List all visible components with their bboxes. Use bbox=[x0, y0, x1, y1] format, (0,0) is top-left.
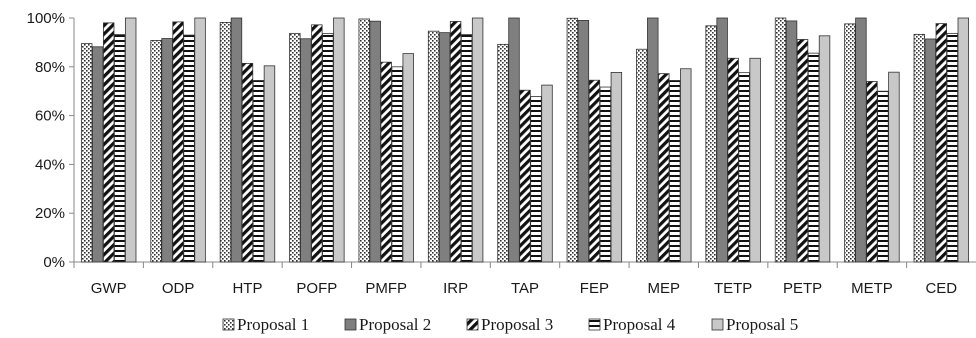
bar-proposal-1-pofp bbox=[289, 32, 301, 263]
bar-proposal-3-mep bbox=[658, 73, 670, 263]
legend-swatch-1 bbox=[222, 318, 235, 331]
bar-proposal-2-ced bbox=[924, 38, 937, 263]
bar-proposal-3-htp bbox=[241, 62, 254, 263]
bar-proposal-2-odp bbox=[161, 38, 173, 263]
bar-proposal-2-tetp bbox=[716, 17, 728, 263]
legend-label-5: Proposal 5 bbox=[726, 315, 798, 334]
bar-proposal-1-odp bbox=[150, 40, 162, 263]
bar-proposal-4-htp bbox=[252, 80, 265, 263]
bar-proposal-1-irp bbox=[427, 30, 440, 263]
bar-proposal-4-tetp bbox=[738, 72, 750, 263]
y-tick-label: 80% bbox=[35, 59, 65, 76]
legend-swatch-3 bbox=[466, 318, 479, 331]
bar-proposal-3-gwp bbox=[102, 22, 115, 263]
y-tick-label: 60% bbox=[35, 108, 65, 125]
bar-proposal-5-tetp bbox=[749, 57, 761, 263]
bar-proposal-2-pmfp bbox=[369, 20, 381, 263]
x-tick-label: GWP bbox=[91, 280, 127, 297]
x-tick-label: IRP bbox=[443, 280, 468, 297]
bar-proposal-4-pmfp bbox=[391, 66, 403, 263]
legend: Proposal 1 Proposal 2 Proposal 3 Proposal 4… bbox=[222, 315, 798, 334]
bar-proposal-3-petp bbox=[796, 39, 809, 263]
x-tick-label: POFP bbox=[296, 280, 337, 297]
bar-proposal-5-irp bbox=[471, 17, 484, 263]
bar-proposal-2-metp bbox=[855, 17, 867, 263]
bar-proposal-5-gwp bbox=[124, 17, 137, 263]
legend-swatch-4 bbox=[588, 318, 601, 331]
x-tick-label: MEP bbox=[648, 280, 681, 297]
x-tick-label: ODP bbox=[162, 280, 195, 297]
bar-proposal-1-mep bbox=[636, 48, 648, 263]
bar-proposal-4-fep bbox=[599, 86, 612, 263]
x-tick-label: METP bbox=[851, 280, 893, 297]
legend-swatch-2 bbox=[344, 318, 357, 331]
bar-proposal-1-petp bbox=[774, 17, 787, 263]
y-tick-label: 0% bbox=[43, 254, 65, 271]
bar-proposal-2-tap bbox=[508, 17, 520, 263]
bar-proposal-3-pmfp bbox=[380, 61, 392, 263]
bar-proposal-3-odp bbox=[172, 21, 184, 263]
bar-proposal-1-tap bbox=[497, 43, 509, 263]
legend-label-3: Proposal 3 bbox=[481, 315, 553, 334]
bar-proposal-5-pofp bbox=[333, 17, 345, 263]
bar-proposal-2-irp bbox=[438, 32, 451, 263]
bar-proposal-3-tetp bbox=[727, 57, 739, 263]
bar-proposal-4-gwp bbox=[113, 34, 126, 263]
bar-proposal-4-irp bbox=[460, 34, 473, 263]
x-tick-label: PETP bbox=[783, 280, 822, 297]
bar-proposal-5-metp bbox=[888, 71, 900, 263]
bar-proposal-3-metp bbox=[866, 81, 878, 263]
bar-proposal-3-tap bbox=[519, 89, 531, 263]
x-tick-label: TETP bbox=[714, 280, 752, 297]
bar-proposal-2-pofp bbox=[300, 38, 312, 263]
bar-proposal-4-ced bbox=[946, 32, 959, 263]
bar-proposal-2-htp bbox=[230, 17, 243, 263]
bar-proposal-1-tetp bbox=[705, 25, 717, 263]
bar-proposal-1-metp bbox=[844, 23, 856, 263]
x-axis: GWP ODP HTP POFP PMFP IRP TAP FEP MEP TETP PETP MET… bbox=[73, 261, 976, 297]
bar-proposal-4-mep bbox=[669, 80, 681, 263]
bar-proposal-4-metp bbox=[877, 90, 889, 263]
x-tick-label: PMFP bbox=[365, 280, 407, 297]
bar-proposal-4-tap bbox=[530, 96, 542, 263]
bar-proposal-5-mep bbox=[680, 68, 692, 263]
bar-proposal-2-gwp bbox=[91, 46, 104, 263]
bar-proposal-5-odp bbox=[194, 17, 206, 263]
x-tick-label: TAP bbox=[511, 280, 539, 297]
bar-proposal-2-fep bbox=[577, 20, 590, 263]
legend-label-2: Proposal 2 bbox=[359, 315, 431, 334]
bar-proposal-5-tap bbox=[541, 84, 553, 263]
y-tick-label: 20% bbox=[35, 205, 65, 222]
y-axis: 0% 20% 40% 60% 80% 100% bbox=[27, 10, 75, 271]
bar-proposal-5-pmfp bbox=[402, 53, 414, 263]
legend-label-1: Proposal 1 bbox=[237, 315, 309, 334]
bar-proposal-3-ced bbox=[935, 23, 948, 263]
bar-proposal-1-htp bbox=[219, 21, 232, 263]
bar-proposal-3-pofp bbox=[311, 24, 323, 263]
y-tick-label: 40% bbox=[35, 156, 65, 173]
bar-proposal-4-pofp bbox=[322, 33, 334, 263]
x-tick-label: HTP bbox=[232, 280, 262, 297]
bar-proposal-1-gwp bbox=[80, 43, 93, 263]
bar-proposal-5-petp bbox=[818, 35, 831, 263]
bar-proposal-2-petp bbox=[785, 20, 798, 263]
bar-proposal-3-fep bbox=[588, 79, 601, 263]
bar-series bbox=[80, 17, 970, 263]
bar-proposal-4-petp bbox=[807, 52, 820, 263]
bar-proposal-1-pmfp bbox=[358, 18, 370, 263]
bar-proposal-1-fep bbox=[566, 17, 579, 263]
bar-proposal-1-ced bbox=[913, 33, 926, 263]
bar-proposal-4-odp bbox=[183, 34, 195, 263]
bar-proposal-5-ced bbox=[957, 17, 970, 263]
x-tick-label: CED bbox=[925, 280, 957, 297]
x-tick-label: FEP bbox=[580, 280, 609, 297]
bar-proposal-3-irp bbox=[449, 21, 462, 263]
bar-proposal-2-mep bbox=[647, 17, 659, 263]
y-tick-label: 100% bbox=[27, 10, 65, 27]
legend-label-4: Proposal 4 bbox=[603, 315, 676, 334]
legend-swatch-5 bbox=[711, 318, 724, 331]
bar-proposal-5-fep bbox=[610, 72, 623, 263]
bar-proposal-5-htp bbox=[263, 65, 276, 263]
